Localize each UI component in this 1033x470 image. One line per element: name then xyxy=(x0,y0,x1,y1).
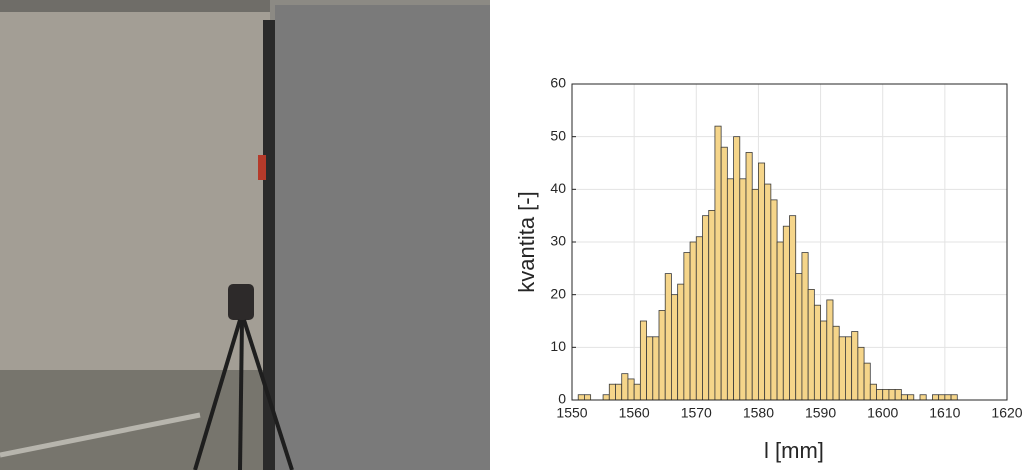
ceiling-edge xyxy=(0,0,270,12)
bar xyxy=(882,389,890,401)
bar xyxy=(845,336,853,401)
bar xyxy=(608,383,616,401)
bar xyxy=(950,394,958,401)
bar xyxy=(851,331,859,401)
bar xyxy=(733,136,741,401)
bar xyxy=(857,346,865,401)
bar xyxy=(907,394,915,401)
tripod-leg xyxy=(238,319,244,470)
bar xyxy=(658,310,666,401)
bar xyxy=(944,394,952,401)
x-tick-label: 1620 xyxy=(991,405,1022,421)
bar xyxy=(621,373,629,401)
bar xyxy=(683,252,691,401)
bar xyxy=(671,294,679,401)
bar xyxy=(776,241,784,401)
bar xyxy=(615,383,623,401)
laser-device xyxy=(228,284,254,320)
concrete-wall xyxy=(0,0,270,380)
y-tick-label: 60 xyxy=(550,75,566,91)
x-tick-label: 1580 xyxy=(743,405,774,421)
door-panel xyxy=(275,5,490,470)
bar xyxy=(770,199,778,401)
bar xyxy=(888,389,896,401)
x-axis-label: l [mm] xyxy=(764,438,824,463)
bar xyxy=(795,273,803,401)
bar xyxy=(919,394,927,401)
bar xyxy=(745,152,753,401)
bar xyxy=(677,283,685,401)
y-tick-label: 40 xyxy=(550,180,566,196)
bar xyxy=(726,178,734,401)
bar xyxy=(720,146,728,401)
bar xyxy=(708,209,716,401)
bar xyxy=(869,383,877,401)
bar xyxy=(689,241,697,401)
bar xyxy=(876,389,884,401)
bar xyxy=(894,389,902,401)
bar xyxy=(702,215,710,401)
bar xyxy=(664,273,672,401)
y-tick-label: 30 xyxy=(550,233,566,249)
y-tick-label: 0 xyxy=(558,391,566,407)
bar xyxy=(938,394,946,401)
axes-box xyxy=(571,83,1008,401)
y-tick-label: 10 xyxy=(550,338,566,354)
bar xyxy=(807,288,815,401)
tripod-leg xyxy=(242,319,294,470)
y-tick-label: 50 xyxy=(550,127,566,143)
bar xyxy=(627,378,635,401)
door-frame xyxy=(263,20,275,470)
bar xyxy=(863,362,871,401)
bar xyxy=(838,336,846,401)
bar xyxy=(801,252,809,401)
x-tick-label: 1550 xyxy=(556,405,587,421)
bar xyxy=(820,320,828,401)
bar xyxy=(646,336,654,401)
floor-line xyxy=(0,412,201,458)
bar xyxy=(602,394,610,401)
y-axis-label: kvantita [-] xyxy=(514,191,539,292)
photo xyxy=(0,0,490,470)
y-tick-label: 20 xyxy=(550,285,566,301)
bar xyxy=(695,236,703,401)
bar xyxy=(577,394,585,401)
x-tick-label: 1610 xyxy=(929,405,960,421)
x-tick-label: 1590 xyxy=(805,405,836,421)
bar xyxy=(739,178,747,401)
bar xyxy=(900,394,908,401)
x-tick-label: 1600 xyxy=(867,405,898,421)
x-tick-label: 1560 xyxy=(619,405,650,421)
bar xyxy=(751,188,759,401)
bar xyxy=(932,394,940,401)
door-handle xyxy=(258,155,266,180)
bar xyxy=(639,320,647,401)
bar xyxy=(633,383,641,401)
bar xyxy=(764,183,772,401)
x-tick-label: 1570 xyxy=(681,405,712,421)
bar xyxy=(832,325,840,401)
bar xyxy=(758,162,766,401)
bar xyxy=(813,304,821,401)
bar xyxy=(782,225,790,401)
bar xyxy=(826,299,834,401)
bar xyxy=(789,215,797,401)
bar xyxy=(714,125,722,401)
bar xyxy=(584,394,592,401)
bar xyxy=(652,336,660,401)
floor xyxy=(0,370,290,470)
tripod-leg xyxy=(193,319,242,470)
